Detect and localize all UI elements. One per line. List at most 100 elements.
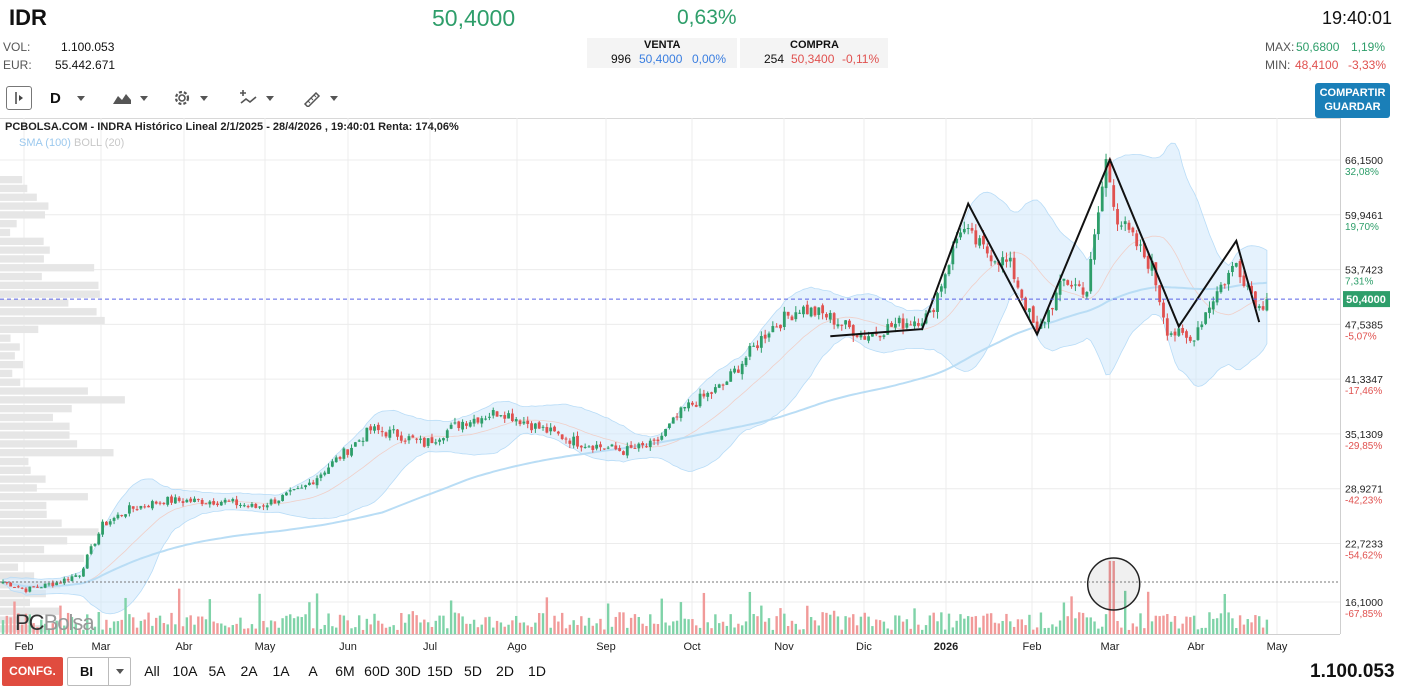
candle[interactable] (204, 503, 208, 505)
candle[interactable] (1185, 331, 1188, 338)
candle[interactable] (537, 422, 541, 429)
candle[interactable] (334, 457, 338, 463)
candle[interactable] (150, 501, 154, 509)
candle[interactable] (809, 307, 813, 317)
candle[interactable] (491, 410, 495, 416)
legend-boll[interactable]: BOLL (20) (74, 137, 125, 149)
candle[interactable] (1008, 257, 1012, 262)
candle[interactable] (1169, 333, 1173, 335)
candle[interactable] (484, 418, 487, 420)
candle[interactable] (1142, 242, 1146, 258)
candle[interactable] (982, 235, 985, 245)
candle[interactable] (438, 439, 442, 442)
candle[interactable] (449, 424, 453, 429)
candle[interactable] (388, 429, 392, 438)
period-select[interactable]: D (50, 86, 85, 110)
candle[interactable] (1246, 285, 1250, 287)
candle[interactable] (652, 439, 656, 441)
candle[interactable] (239, 504, 242, 506)
candle[interactable] (848, 320, 851, 328)
candle[interactable] (296, 488, 300, 490)
candle[interactable] (1188, 336, 1192, 341)
candle[interactable] (1085, 292, 1089, 297)
candle[interactable] (706, 392, 710, 397)
candle[interactable] (725, 381, 729, 385)
candle[interactable] (47, 583, 51, 585)
zigzag-drawing[interactable] (830, 156, 1261, 338)
candle[interactable] (1146, 255, 1150, 269)
candle[interactable] (648, 440, 652, 448)
candle[interactable] (717, 384, 721, 388)
candle[interactable] (85, 554, 89, 569)
candle[interactable] (430, 437, 434, 444)
candle[interactable] (978, 238, 982, 246)
candle[interactable] (177, 497, 181, 501)
candle[interactable] (683, 407, 687, 409)
candle[interactable] (28, 586, 32, 592)
candle[interactable] (1081, 287, 1085, 295)
candle[interactable] (158, 502, 162, 504)
candle[interactable] (637, 443, 641, 449)
candle[interactable] (411, 435, 415, 438)
candle[interactable] (59, 582, 62, 584)
candle[interactable] (560, 434, 564, 440)
candle[interactable] (315, 478, 319, 486)
candle[interactable] (614, 445, 618, 450)
candle[interactable] (173, 497, 177, 504)
candle[interactable] (1054, 292, 1058, 311)
candle[interactable] (453, 422, 457, 424)
candle[interactable] (740, 363, 744, 375)
candle[interactable] (1173, 331, 1177, 336)
candle[interactable] (116, 514, 120, 519)
candle[interactable] (380, 431, 384, 433)
period-button-5a[interactable]: 5A (208, 663, 226, 679)
candle[interactable] (828, 312, 832, 320)
candle[interactable] (514, 419, 518, 422)
candle[interactable] (932, 310, 936, 313)
candle[interactable] (763, 334, 767, 339)
candle[interactable] (216, 503, 219, 506)
candle[interactable] (1261, 306, 1265, 310)
candle[interactable] (62, 578, 66, 584)
candle[interactable] (426, 438, 430, 446)
period-button-5d[interactable]: 5D (464, 663, 482, 679)
candle[interactable] (131, 506, 135, 509)
candle[interactable] (346, 449, 350, 455)
drawing-tools-select[interactable] (302, 86, 338, 110)
candle[interactable] (694, 404, 698, 407)
candle[interactable] (645, 446, 648, 448)
candle[interactable] (1112, 185, 1116, 207)
candle[interactable] (1062, 278, 1066, 281)
candle[interactable] (1257, 306, 1261, 309)
candle[interactable] (323, 472, 327, 475)
candle[interactable] (319, 474, 323, 478)
candle[interactable] (1158, 285, 1162, 303)
candle[interactable] (974, 230, 978, 245)
candle[interactable] (1, 581, 5, 584)
candle[interactable] (1012, 257, 1016, 280)
period-button-10a[interactable]: 10A (172, 663, 198, 679)
candle[interactable] (1104, 159, 1108, 189)
candle[interactable] (139, 505, 143, 509)
candle[interactable] (901, 318, 905, 329)
candle[interactable] (43, 583, 47, 588)
candle[interactable] (863, 336, 867, 340)
candle[interactable] (671, 417, 675, 424)
candle[interactable] (779, 324, 782, 329)
candle[interactable] (51, 582, 55, 586)
period-button-all[interactable]: All (144, 663, 160, 679)
candle[interactable] (193, 498, 196, 502)
candle[interactable] (415, 438, 419, 440)
candle[interactable] (1016, 280, 1020, 288)
candle[interactable] (564, 438, 568, 440)
candle[interactable] (13, 586, 16, 588)
candle[interactable] (376, 424, 380, 431)
candle[interactable] (242, 505, 246, 507)
candle[interactable] (533, 423, 537, 429)
chart-type-select[interactable] (112, 86, 148, 110)
candle[interactable] (599, 444, 602, 448)
candle[interactable] (1058, 280, 1062, 295)
candle[interactable] (859, 334, 863, 338)
candle[interactable] (989, 255, 993, 262)
candle[interactable] (817, 307, 821, 315)
